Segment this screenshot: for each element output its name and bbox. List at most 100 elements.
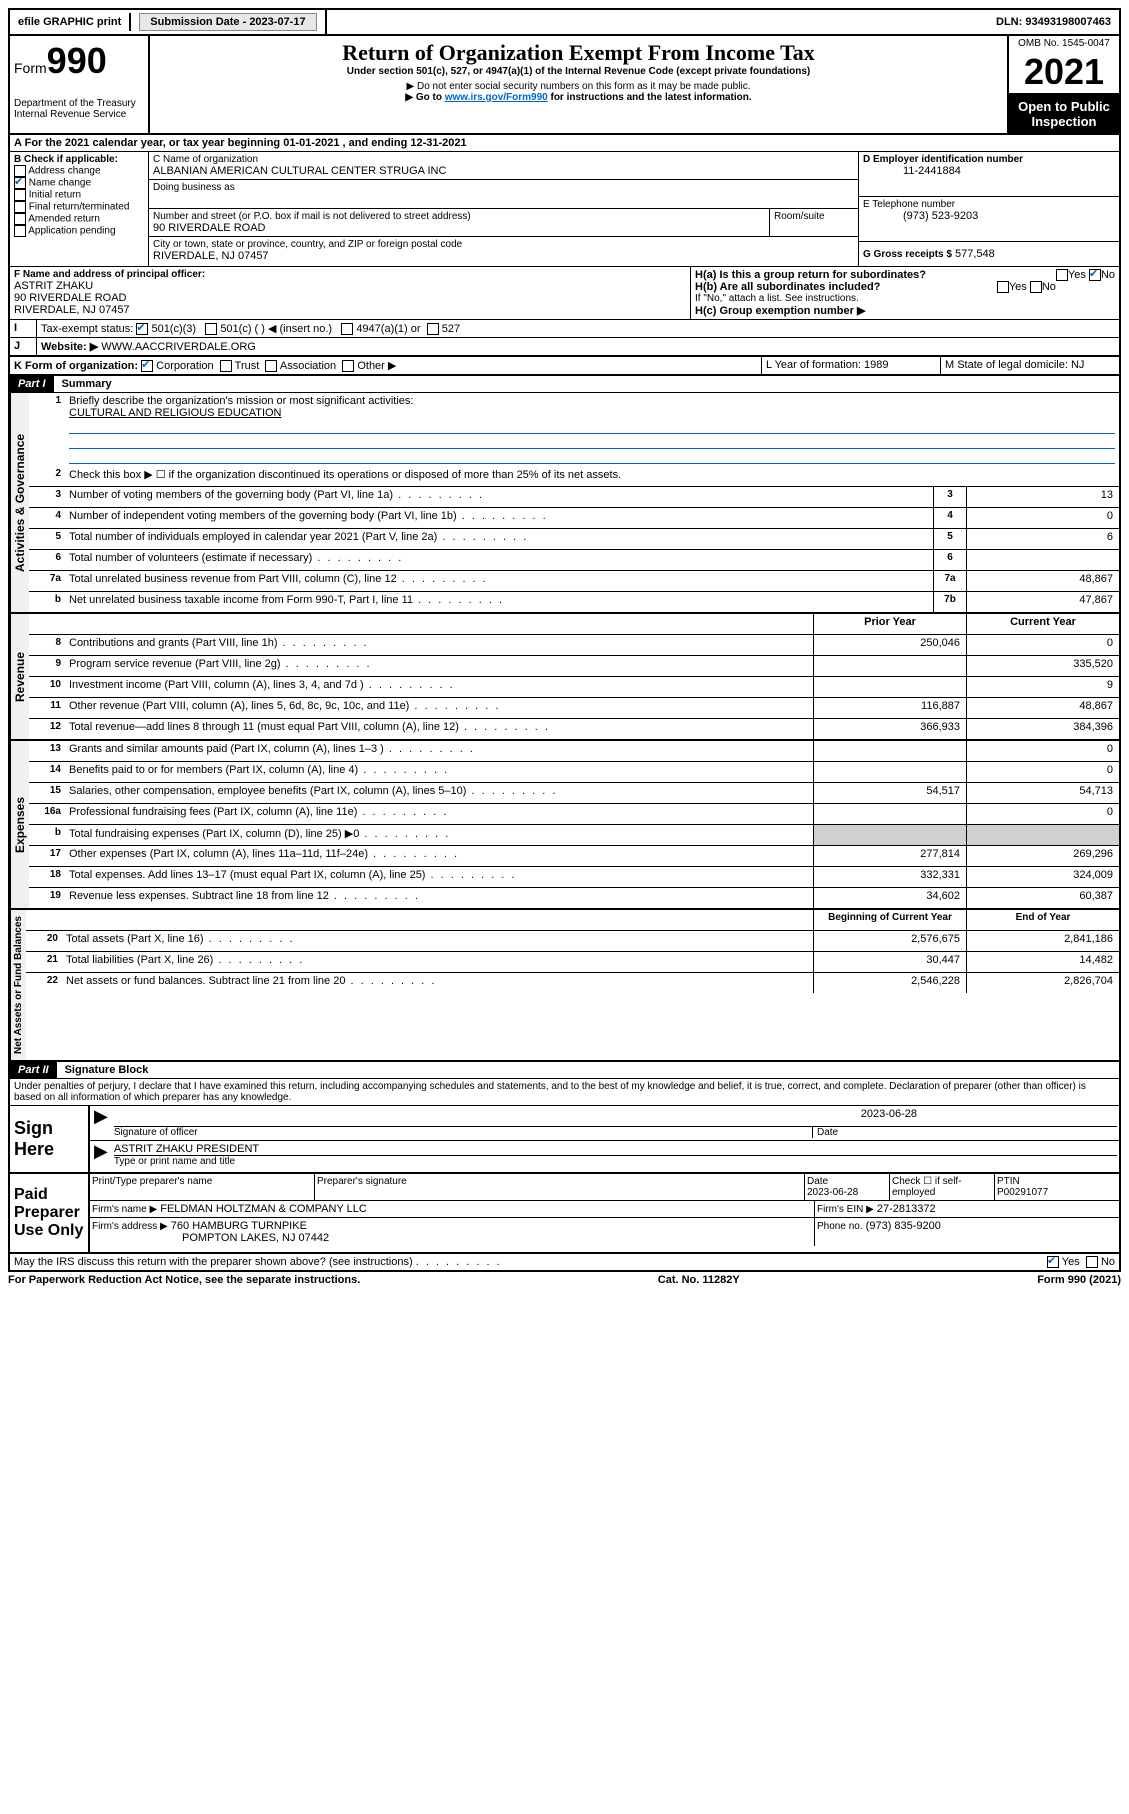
omb-number: OMB No. 1545-0047 (1009, 36, 1119, 51)
col-f: F Name and address of principal officer:… (10, 267, 691, 319)
row-a: A For the 2021 calendar year, or tax yea… (8, 135, 1121, 152)
gov-line-3: 3 Number of voting members of the govern… (29, 487, 1119, 508)
sign-here-label: Sign Here (10, 1106, 90, 1172)
note-2: ▶ Go to www.irs.gov/Form990 for instruct… (154, 92, 1003, 103)
gov-line-b: b Net unrelated business taxable income … (29, 592, 1119, 612)
m-state: M State of legal domicile: NJ (941, 357, 1119, 374)
chk-self-employed[interactable]: Check ☐ if self-employed (890, 1174, 995, 1200)
note-1: ▶ Do not enter social security numbers o… (154, 81, 1003, 92)
may-irs-row: May the IRS discuss this return with the… (8, 1254, 1121, 1272)
ein: 11-2441884 (863, 165, 1115, 177)
chk-amended[interactable]: Amended return (14, 213, 144, 225)
firm-addr1: 760 HAMBURG TURNPIKE (171, 1220, 307, 1232)
line-22: 22 Net assets or fund balances. Subtract… (26, 973, 1119, 993)
chk-assoc[interactable] (265, 360, 277, 372)
website: WWW.AACCRIVERDALE.ORG (101, 341, 256, 353)
chk-pending[interactable]: Application pending (14, 225, 144, 237)
chk-527[interactable] (427, 323, 439, 335)
declaration-text: Under penalties of perjury, I declare th… (8, 1079, 1121, 1106)
officer-name: ASTRIT ZHAKU (14, 280, 686, 292)
sig-officer-label: Signature of officer (114, 1127, 812, 1138)
governance-vlabel: Activities & Governance (10, 393, 29, 612)
line-9: 9 Program service revenue (Part VIII, li… (29, 656, 1119, 677)
firm-name-label: Firm's name ▶ (92, 1204, 157, 1215)
header-left: Form990 Department of the Treasury Inter… (10, 36, 150, 133)
officer-addr1: 90 RIVERDALE ROAD (14, 292, 686, 304)
line-18: 18 Total expenses. Add lines 13–17 (must… (29, 867, 1119, 888)
line-19: 19 Revenue less expenses. Subtract line … (29, 888, 1119, 908)
addr-label: Number and street (or P.O. box if mail i… (153, 211, 765, 222)
officer-addr2: RIVERDALE, NJ 07457 (14, 304, 686, 316)
chk-501c[interactable] (205, 323, 217, 335)
ha-row: H(a) Is this a group return for subordin… (695, 269, 1115, 281)
chk-trust[interactable] (220, 360, 232, 372)
form-number: 990 (47, 40, 107, 81)
chk-name[interactable]: Name change (14, 177, 144, 189)
chk-address[interactable]: Address change (14, 165, 144, 177)
section-revenue: Revenue Prior Year Current Year 8 Contri… (8, 614, 1121, 741)
gov-line-7a: 7a Total unrelated business revenue from… (29, 571, 1119, 592)
col-end-year: End of Year (966, 910, 1119, 930)
part1-badge: Part I (10, 376, 54, 392)
expenses-vlabel: Expenses (10, 741, 29, 908)
part1-header-row: Part I Summary (8, 376, 1121, 393)
chk-501c3[interactable] (136, 323, 148, 335)
netassets-vlabel: Net Assets or Fund Balances (10, 910, 26, 1060)
hc-label: H(c) Group exemption number ▶ (695, 304, 1115, 317)
irs-yes[interactable] (1047, 1256, 1059, 1268)
gov-line-6: 6 Total number of volunteers (estimate i… (29, 550, 1119, 571)
line-15: 15 Salaries, other compensation, employe… (29, 783, 1119, 804)
hb-row: H(b) Are all subordinates included? Yes … (695, 281, 1115, 293)
firm-addr2: POMPTON LAKES, NJ 07442 (92, 1232, 329, 1244)
cat-no: Cat. No. 11282Y (658, 1274, 740, 1286)
chk-4947[interactable] (341, 323, 353, 335)
firm-ein-label: Firm's EIN ▶ (817, 1204, 874, 1215)
prep-date: Date2023-06-28 (805, 1174, 890, 1200)
h-note: If "No," attach a list. See instructions… (695, 293, 1115, 304)
chk-final[interactable]: Final return/terminated (14, 201, 144, 213)
line-8: 8 Contributions and grants (Part VIII, l… (29, 635, 1119, 656)
e-label: E Telephone number (863, 199, 1115, 210)
row-klm: K Form of organization: Corporation Trus… (8, 357, 1121, 376)
col-deg: D Employer identification number 11-2441… (859, 152, 1119, 266)
ha-yes[interactable] (1056, 269, 1068, 281)
officer-sig-name: ASTRIT ZHAKU PRESIDENT (114, 1143, 1117, 1155)
form-id: Form 990 (2021) (1037, 1274, 1121, 1286)
subtitle: Under section 501(c), 527, or 4947(a)(1)… (154, 66, 1003, 77)
gov-line-5: 5 Total number of individuals employed i… (29, 529, 1119, 550)
line-16a: 16a Professional fundraising fees (Part … (29, 804, 1119, 825)
col-current-year: Current Year (966, 614, 1119, 634)
efile-label: efile GRAPHIC print (10, 13, 131, 31)
section-netassets: Net Assets or Fund Balances Beginning of… (8, 910, 1121, 1062)
org-name: ALBANIAN AMERICAN CULTURAL CENTER STRUGA… (153, 165, 854, 177)
chk-initial[interactable]: Initial return (14, 189, 144, 201)
i-label: Tax-exempt status: (41, 323, 133, 335)
paperwork-notice: For Paperwork Reduction Act Notice, see … (8, 1274, 360, 1286)
bcde-grid: B Check if applicable: Address change Na… (8, 152, 1121, 267)
dept-label: Department of the Treasury (14, 98, 144, 109)
line-12: 12 Total revenue—add lines 8 through 11 … (29, 719, 1119, 739)
top-bar: efile GRAPHIC print Submission Date - 20… (8, 8, 1121, 36)
part2-title: Signature Block (57, 1064, 149, 1076)
k-label: K Form of organization: (14, 360, 138, 372)
ha-no[interactable] (1089, 269, 1101, 281)
firm-phone: (973) 835-9200 (866, 1220, 941, 1232)
c-label: C Name of organization (153, 154, 854, 165)
submission-date: Submission Date - 2023-07-17 (131, 10, 326, 34)
arrow-icon: ▶ (90, 1106, 112, 1140)
col-prior-year: Prior Year (813, 614, 966, 634)
footer: For Paperwork Reduction Act Notice, see … (8, 1272, 1121, 1288)
firm-name: FELDMAN HOLTZMAN & COMPANY LLC (160, 1203, 367, 1215)
hb-no[interactable] (1030, 281, 1042, 293)
instructions-link[interactable]: www.irs.gov/Form990 (445, 92, 548, 103)
sig-date-label: Date (812, 1127, 1117, 1138)
chk-corp[interactable] (141, 360, 153, 372)
hb-yes[interactable] (997, 281, 1009, 293)
row-i: I Tax-exempt status: 501(c)(3) 501(c) ( … (8, 320, 1121, 338)
prep-sig-label: Preparer's signature (315, 1174, 805, 1200)
arrow-icon: ▶ (90, 1141, 112, 1169)
firm-phone-label: Phone no. (817, 1221, 863, 1232)
prep-name-label: Print/Type preparer's name (90, 1174, 315, 1200)
chk-other[interactable] (342, 360, 354, 372)
irs-no[interactable] (1086, 1256, 1098, 1268)
